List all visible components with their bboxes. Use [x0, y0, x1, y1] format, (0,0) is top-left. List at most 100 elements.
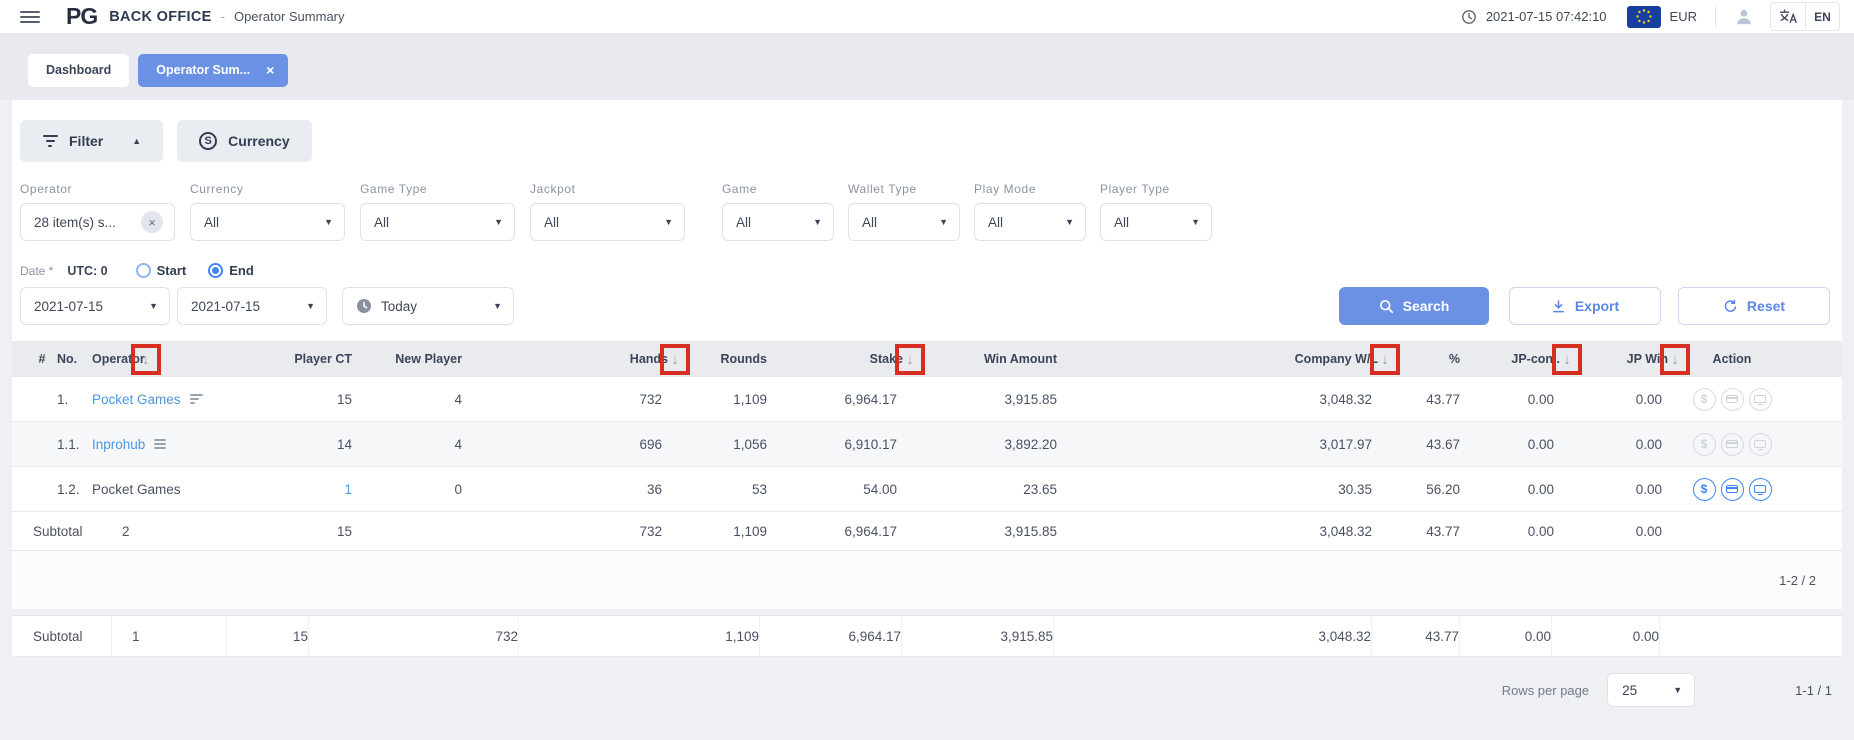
play-mode-select[interactable]: All ▼ [974, 203, 1086, 241]
reset-button[interactable]: Reset [1678, 287, 1830, 325]
grand-total-row: Subtotal 1 15 732 1,109 6,964.17 3,915.8… [12, 616, 1842, 656]
cell-actions: $ [1662, 387, 1802, 411]
page-range: 1-1 / 1 [1795, 682, 1832, 698]
field-value: All [862, 214, 878, 230]
pagination-footer: Rows per page 25 ▼ 1-1 / 1 [0, 673, 1832, 707]
rows-per-page-label: Rows per page [1501, 682, 1590, 698]
field-value: All [204, 214, 220, 230]
game-select[interactable]: All ▼ [722, 203, 834, 241]
cell-company-wl: 3,048.32 [1319, 523, 1372, 539]
utc-label: UTC: 0 [67, 263, 108, 278]
card-action-icon [1720, 387, 1744, 411]
date-to-picker[interactable]: 2021-07-15 ▼ [177, 287, 327, 325]
filter-field-currency: Currency All ▼ [190, 182, 345, 241]
col-header-hands: Hands ↓ [462, 343, 690, 375]
rows-per-page-select[interactable]: 25 ▼ [1607, 673, 1696, 707]
radio-start-label: Start [156, 263, 187, 278]
tab-operator-summary[interactable]: Operator Sum... × [138, 53, 289, 87]
sort-down-icon[interactable]: ↓ [142, 350, 150, 368]
card-action-icon[interactable] [1720, 477, 1744, 501]
cell-jp-con: 0.00 [1527, 523, 1554, 539]
cell-player-ct-link[interactable]: 1 [344, 481, 352, 497]
field-label: Game [722, 182, 758, 196]
filter-field-operator: Operator 28 item(s) s... × [20, 182, 175, 241]
sort-down-icon[interactable]: ↓ [671, 350, 679, 368]
currency-select[interactable]: All ▼ [190, 203, 345, 241]
field-value: All [736, 214, 752, 230]
wallet-type-select[interactable]: All ▼ [848, 203, 960, 241]
menu-lines-icon[interactable] [154, 438, 167, 450]
search-button[interactable]: Search [1339, 287, 1489, 325]
operator-link[interactable]: Inprohub [92, 436, 146, 452]
cell-stake: 54.00 [863, 481, 897, 497]
table-row: 1.1. Inprohub 14 4 696 1,056 6,910.17 3,… [12, 422, 1842, 467]
annotation-red-box: ↓ [1660, 343, 1690, 375]
table-pagination-band: 1-2 / 2 [12, 551, 1842, 609]
game-type-select[interactable]: All ▼ [360, 203, 515, 241]
chevron-down-icon: ▼ [1673, 685, 1683, 695]
cell-operator: Pocket Games [92, 482, 262, 497]
device-action-icon[interactable] [1748, 477, 1772, 501]
operator-link[interactable]: Pocket Games [92, 391, 181, 407]
tab-label: Operator Sum... [156, 63, 251, 77]
col-header-rounds: Rounds [720, 352, 767, 366]
page-range-inner: 1-2 / 2 [1779, 572, 1816, 588]
player-type-select[interactable]: All ▼ [1100, 203, 1212, 241]
card-action-icon [1720, 432, 1744, 456]
rows-per-page-value: 25 [1622, 682, 1638, 698]
cell-operator: Inprohub [92, 437, 262, 452]
breadcrumb-separator: - [220, 9, 225, 24]
export-button[interactable]: Export [1509, 287, 1661, 325]
date-to-value: 2021-07-15 [191, 298, 261, 314]
field-label: Operator [20, 182, 73, 196]
language-code[interactable]: EN [1805, 3, 1839, 30]
date-preset-select[interactable]: Today ▼ [342, 287, 514, 325]
cell-pct: 56.20 [1426, 481, 1460, 497]
annotation-red-box: ↓ [1370, 343, 1400, 375]
sort-down-icon[interactable]: ↓ [1381, 350, 1389, 368]
currency-code[interactable]: EUR [1669, 9, 1697, 24]
radio-end[interactable]: End [208, 263, 254, 278]
sort-down-icon[interactable]: ↓ [1563, 350, 1571, 368]
table-row: 1.2. Pocket Games 1 0 36 53 54.00 23.65 … [12, 467, 1842, 512]
radio-icon[interactable] [135, 263, 151, 278]
hierarchy-icon[interactable] [189, 393, 203, 405]
filter-field-play-mode: Play Mode All ▼ [974, 182, 1086, 241]
cell-hands: 732 [309, 616, 519, 656]
user-icon[interactable] [1734, 7, 1754, 27]
cell-rounds: 1,109 [519, 616, 760, 656]
close-icon[interactable]: × [266, 62, 275, 78]
sort-down-icon[interactable]: ↓ [1671, 350, 1679, 368]
filter-icon [42, 135, 58, 147]
operator-select[interactable]: 28 item(s) s... × [20, 203, 175, 241]
eu-flag-icon[interactable] [1626, 5, 1661, 28]
field-label: Jackpot [530, 182, 576, 196]
clear-icon[interactable]: × [141, 211, 163, 233]
annotation-red-box: ↓ [660, 343, 690, 375]
field-value: All [988, 214, 1004, 230]
radio-start[interactable]: Start [135, 263, 187, 278]
dollar-action-icon[interactable]: $ [1692, 477, 1716, 501]
col-header-company-wl: Company W/L ↓ [1057, 343, 1400, 375]
filter-toggle-button[interactable]: Filter ▲ [20, 120, 164, 162]
cell-company-wl: 3,048.32 [1319, 391, 1372, 407]
cell-operator: Pocket Games [92, 392, 262, 407]
language-switcher[interactable]: EN [1770, 2, 1840, 31]
tab-dashboard[interactable]: Dashboard [28, 53, 130, 87]
date-from-picker[interactable]: 2021-07-15 ▼ [20, 287, 170, 325]
jackpot-select[interactable]: All ▼ [530, 203, 685, 241]
field-label: Player Type [1100, 182, 1170, 196]
radio-selected-icon[interactable] [208, 263, 224, 278]
annotation-red-box: ↓ [895, 343, 925, 375]
hamburger-menu-icon[interactable] [20, 10, 40, 23]
cell-jp-win: 0.00 [1635, 436, 1662, 452]
filter-field-game: Game All ▼ [722, 182, 834, 241]
currency-toggle-button[interactable]: S Currency [177, 120, 312, 162]
cell-pct: 43.67 [1426, 436, 1460, 452]
subtotal-count: 1 [112, 616, 227, 656]
cell-rounds: 1,109 [733, 523, 767, 539]
sort-down-icon[interactable]: ↓ [906, 350, 914, 368]
subtotal-row: Subtotal 2 15 732 1,109 6,964.17 3,915.8… [12, 512, 1842, 551]
tab-label: Dashboard [46, 63, 112, 77]
translate-icon[interactable] [1771, 3, 1805, 30]
